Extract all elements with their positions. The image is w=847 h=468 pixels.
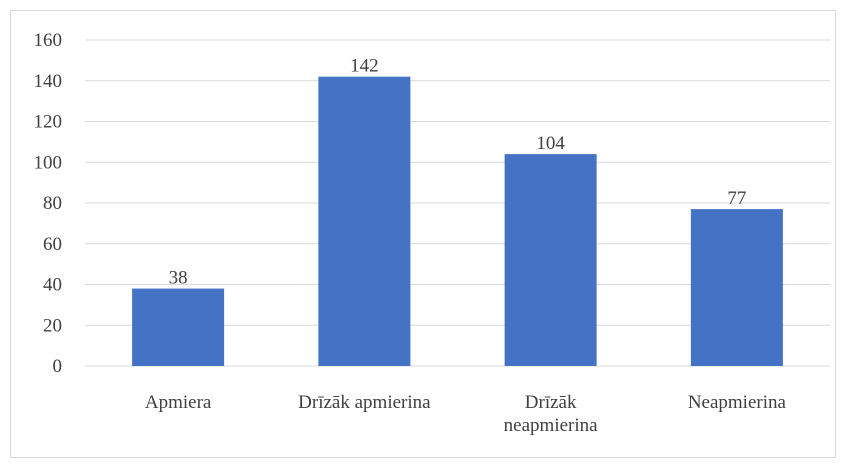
x-axis-categories: Apmiera Drīzāk apmierina Drīzāk neapmierina… bbox=[145, 392, 787, 436]
data-labels: 38 142 104 77 bbox=[169, 56, 747, 289]
y-tick-label: 160 bbox=[34, 30, 63, 51]
category-label-line: Drīzāk bbox=[525, 392, 577, 413]
y-tick-label: 120 bbox=[34, 112, 63, 133]
data-label: 77 bbox=[727, 188, 746, 209]
category-label: Apmiera bbox=[145, 392, 212, 413]
bar bbox=[318, 76, 411, 367]
y-tick-label: 60 bbox=[43, 234, 62, 255]
y-tick-label: 40 bbox=[43, 275, 62, 296]
bar bbox=[690, 209, 783, 366]
y-tick-label: 20 bbox=[43, 315, 62, 336]
category-label-line: Drīzāk apmierina bbox=[298, 392, 431, 413]
data-label: 38 bbox=[169, 268, 188, 289]
category-label-line: Apmiera bbox=[145, 392, 212, 413]
data-label: 104 bbox=[536, 133, 565, 154]
category-label: Neapmierina bbox=[688, 392, 787, 413]
category-label-line: Neapmierina bbox=[688, 392, 787, 413]
category-label: Drīzāk neapmierina bbox=[504, 392, 598, 436]
y-tick-label: 0 bbox=[53, 356, 63, 377]
bar bbox=[504, 154, 597, 366]
category-label-line: neapmierina bbox=[504, 415, 598, 436]
category-label: Drīzāk apmierina bbox=[298, 392, 431, 413]
y-tick-label: 140 bbox=[34, 71, 63, 92]
y-axis-ticks: 0 20 40 60 80 100 120 140 160 bbox=[34, 30, 63, 377]
y-tick-label: 100 bbox=[34, 152, 63, 173]
bars bbox=[132, 76, 783, 367]
bar bbox=[132, 288, 225, 366]
data-label: 142 bbox=[350, 56, 379, 77]
y-tick-label: 80 bbox=[43, 193, 62, 214]
